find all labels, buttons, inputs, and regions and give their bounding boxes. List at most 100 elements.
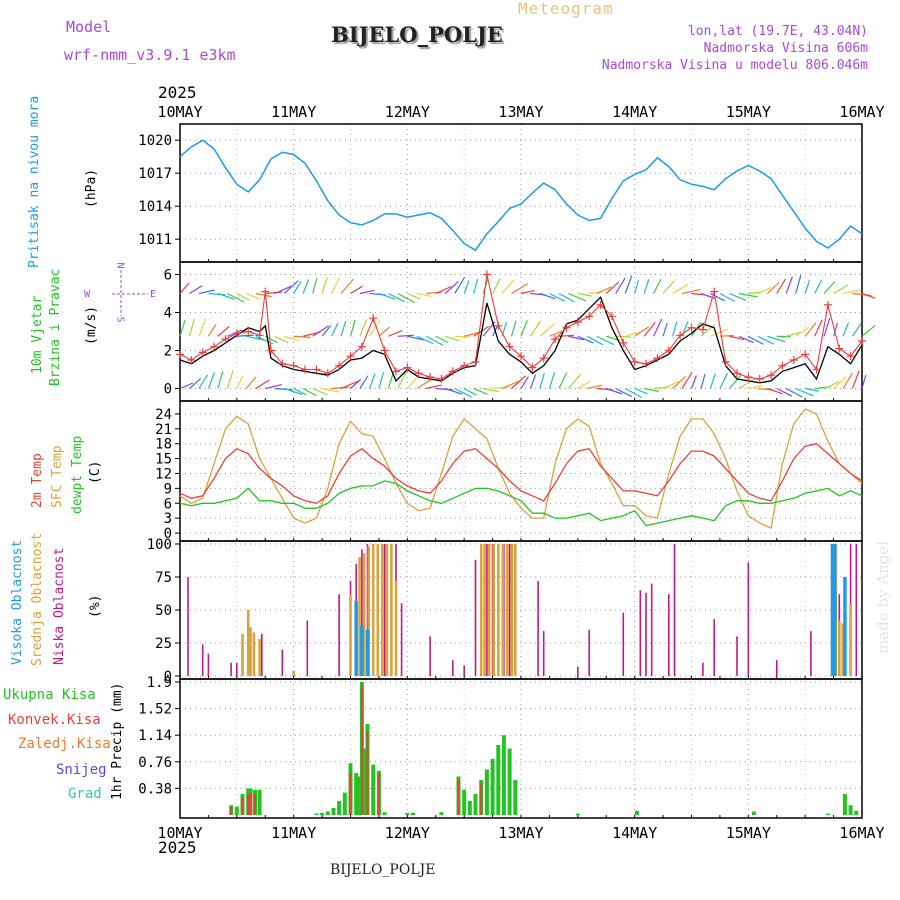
cloud-bar-low bbox=[429, 636, 431, 676]
wind-speed-obs-marker bbox=[232, 329, 241, 338]
wind-speed-obs-marker bbox=[596, 300, 605, 309]
wind-barb bbox=[568, 292, 587, 302]
precip-bar-total bbox=[825, 813, 830, 815]
precip-bar-total bbox=[484, 769, 489, 815]
precip-bar-total bbox=[354, 773, 359, 815]
cloud-bar-low bbox=[736, 636, 738, 676]
wind-barb bbox=[861, 292, 876, 299]
y-tick-label: 100 bbox=[147, 537, 172, 553]
wind-barb bbox=[284, 387, 303, 396]
wind-barb bbox=[520, 376, 529, 389]
wind-barb bbox=[454, 276, 466, 294]
precip-bar-total bbox=[507, 748, 512, 815]
y-tick-label: 6 bbox=[164, 496, 172, 512]
wind-barb bbox=[397, 334, 414, 337]
precip-bar-total bbox=[331, 808, 336, 815]
x-tick-label-top: 16MAY bbox=[839, 103, 884, 121]
y-tick-label: 6 bbox=[164, 268, 172, 284]
wind-barb bbox=[833, 322, 838, 337]
precip-bar-total bbox=[575, 813, 580, 815]
cloud-bar-mid bbox=[497, 544, 500, 676]
wind-barb bbox=[416, 335, 434, 345]
wind-barb bbox=[700, 373, 706, 389]
wind-barb bbox=[653, 318, 663, 337]
wind-barb bbox=[539, 292, 556, 300]
wind-barb bbox=[217, 325, 230, 337]
wind-barb bbox=[511, 375, 527, 389]
wind-barb bbox=[454, 335, 471, 338]
wind-barb bbox=[671, 321, 678, 337]
wind-barb bbox=[634, 279, 639, 294]
wind-barb bbox=[321, 325, 332, 337]
wind-barb bbox=[265, 291, 283, 295]
wind-barb bbox=[293, 335, 311, 338]
wind-barb bbox=[615, 387, 633, 398]
cloud-bar-mid bbox=[390, 544, 393, 676]
cloud-bar-low bbox=[281, 649, 284, 676]
cloud-bar-low bbox=[650, 583, 653, 676]
wind-speed-obs-marker bbox=[710, 287, 719, 296]
cloud-bar-low bbox=[306, 620, 309, 676]
cloud-bar-low bbox=[776, 660, 778, 676]
wind-speed-obs-marker bbox=[767, 371, 776, 380]
dewpt-title: dewpt Temp bbox=[70, 435, 85, 514]
cloud-bar-low bbox=[639, 590, 642, 676]
temp-ylabel: (C) bbox=[88, 460, 103, 484]
wind-barb bbox=[605, 281, 620, 294]
wind-barb bbox=[748, 384, 763, 390]
wind-barb bbox=[653, 278, 662, 294]
wind-barb bbox=[198, 289, 215, 295]
wind-speed-obs-marker bbox=[812, 365, 821, 374]
y-tick-label: 0 bbox=[164, 526, 172, 542]
wind-barb bbox=[274, 285, 292, 295]
wind-barb bbox=[719, 292, 736, 303]
wind-barb bbox=[596, 335, 615, 346]
wind-barb bbox=[748, 335, 764, 345]
wind-barb bbox=[416, 292, 432, 297]
wind-speed-obs-marker bbox=[176, 350, 184, 359]
wind-barb bbox=[246, 292, 261, 300]
wind-barb bbox=[776, 387, 793, 397]
panel-frame bbox=[179, 678, 863, 819]
wind-speed-obs-marker bbox=[551, 335, 560, 344]
cloud-bar-low bbox=[338, 594, 340, 676]
cloud-bar-low bbox=[747, 562, 750, 676]
wind-speed-obs-marker bbox=[323, 369, 332, 378]
wind-barb bbox=[359, 289, 375, 295]
wind-barb bbox=[823, 281, 836, 294]
wind-barb bbox=[463, 280, 470, 294]
wind-barb bbox=[511, 283, 529, 295]
wind-barb bbox=[302, 387, 317, 397]
x-tick-label-bottom: 16MAY bbox=[839, 824, 884, 842]
wind-barb bbox=[368, 319, 381, 337]
precip-bar-convective bbox=[247, 794, 250, 815]
wind-barb bbox=[406, 377, 417, 389]
y-tick-label: 50 bbox=[155, 603, 172, 619]
wind-title-line2: Brzina i Pravac bbox=[48, 268, 63, 386]
x-tick-label-top: 11MAY bbox=[271, 103, 316, 121]
wind-barb bbox=[293, 281, 302, 294]
wind-barb bbox=[331, 277, 341, 294]
wind-speed-obs-marker bbox=[835, 344, 844, 353]
y-tick-label: 0.76 bbox=[138, 755, 172, 771]
cloud-bar-low bbox=[577, 666, 579, 676]
wind-barb bbox=[425, 335, 444, 346]
precip-bar-total bbox=[439, 812, 444, 815]
wind-barb bbox=[776, 335, 791, 338]
wind-barb bbox=[492, 278, 501, 294]
wind-barb bbox=[454, 387, 472, 398]
wind-barb bbox=[293, 387, 307, 396]
wind-barb bbox=[795, 387, 814, 397]
wind-barb bbox=[189, 285, 203, 295]
wind-barb bbox=[719, 373, 729, 389]
wind-speed-model-line bbox=[179, 296, 863, 384]
wind-speed-obs-marker bbox=[335, 361, 344, 370]
wind-barb bbox=[207, 372, 216, 389]
y-tick-label: 1.52 bbox=[138, 702, 172, 718]
wind-barb bbox=[587, 335, 604, 346]
cloud-bar-low bbox=[810, 631, 812, 676]
wind-barb bbox=[728, 374, 742, 389]
cloud-bar-mid bbox=[849, 603, 852, 676]
y-tick-label: 18 bbox=[155, 437, 172, 453]
